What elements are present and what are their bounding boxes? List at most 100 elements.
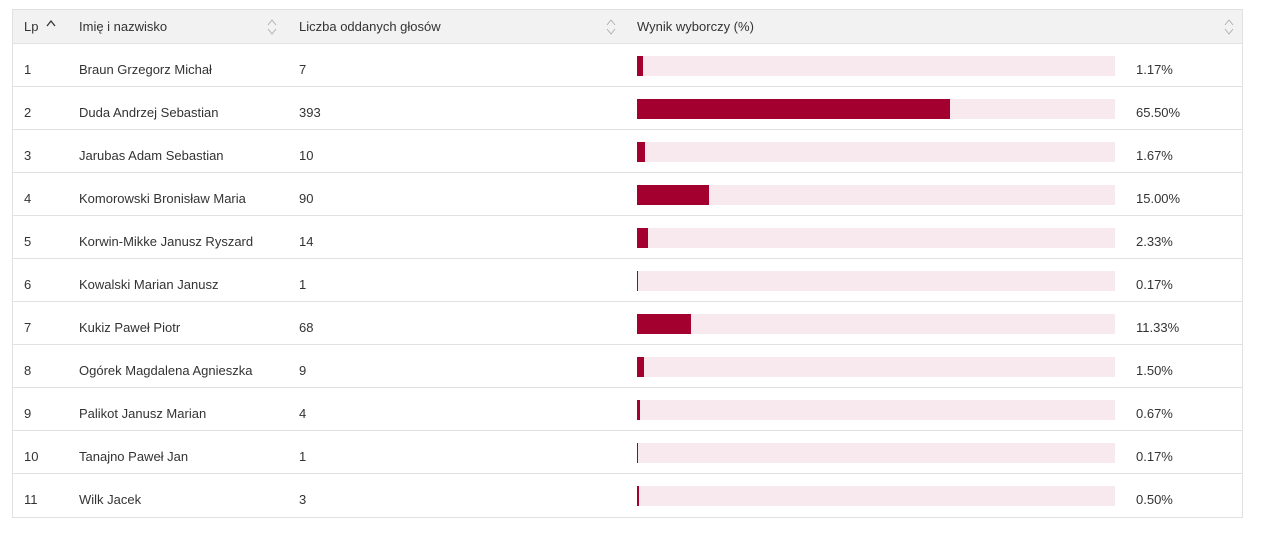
header-votes[interactable]: Liczba oddanych głosów [299, 10, 637, 44]
header-name[interactable]: Imię i nazwisko [79, 10, 299, 44]
result-bar-fill [637, 142, 645, 162]
table-row: 1 Braun Grzegorz Michał 7 1.17% [13, 43, 1242, 87]
cell-result: 11.33% [637, 302, 1242, 345]
result-percentage: 2.33% [1136, 233, 1173, 249]
result-percentage: 0.17% [1136, 448, 1173, 464]
header-lp-label: Lp [24, 19, 39, 34]
chevron-up-icon[interactable] [46, 19, 56, 27]
cell-votes: 393 [299, 104, 321, 120]
cell-votes: 9 [299, 362, 307, 378]
result-percentage: 0.67% [1136, 405, 1173, 421]
cell-candidate-name: Duda Andrzej Sebastian [79, 104, 219, 120]
cell-lp: 7 [24, 319, 32, 335]
cell-lp: 6 [24, 276, 32, 292]
result-bar-fill [637, 271, 638, 291]
cell-candidate-name: Kowalski Marian Janusz [79, 276, 219, 292]
cell-result: 0.17% [637, 259, 1242, 302]
cell-candidate-name: Kukiz Paweł Piotr [79, 319, 181, 335]
result-bar-track [637, 228, 1115, 248]
cell-candidate-name: Komorowski Bronisław Maria [79, 190, 246, 206]
result-bar-track [637, 314, 1115, 334]
cell-result: 2.33% [637, 216, 1242, 259]
result-bar-fill [637, 314, 691, 334]
result-bar-track [637, 99, 1115, 119]
result-percentage: 0.50% [1136, 491, 1173, 507]
result-bar-track [637, 400, 1115, 420]
result-bar-track [637, 357, 1115, 377]
header-lp[interactable]: Lp [13, 10, 79, 44]
cell-lp: 11 [24, 491, 38, 507]
cell-result: 0.50% [637, 474, 1242, 517]
cell-result: 1.17% [637, 44, 1242, 87]
cell-votes: 68 [299, 319, 314, 335]
cell-result: 15.00% [637, 173, 1242, 216]
cell-candidate-name: Wilk Jacek [79, 491, 142, 507]
header-result-label: Wynik wyborczy (%) [637, 19, 754, 34]
cell-lp: 4 [24, 190, 32, 206]
cell-result: 1.67% [637, 130, 1242, 173]
cell-votes: 90 [299, 190, 314, 206]
result-bar-fill [637, 185, 709, 205]
result-percentage: 1.67% [1136, 147, 1173, 163]
header-votes-label: Liczba oddanych głosów [299, 19, 441, 34]
cell-candidate-name: Tanajno Paweł Jan [79, 448, 189, 464]
cell-candidate-name: Palikot Janusz Marian [79, 405, 207, 421]
table-row: 5 Korwin-Mikke Janusz Ryszard 14 2.33% [13, 215, 1242, 259]
results-table: Lp Imię i nazwisko [13, 10, 1242, 517]
result-bar-track [637, 56, 1115, 76]
result-bar-fill [637, 443, 638, 463]
table-row: 6 Kowalski Marian Janusz 1 0.17% [13, 258, 1242, 302]
results-table-container: Lp Imię i nazwisko [12, 9, 1243, 518]
cell-candidate-name: Jarubas Adam Sebastian [79, 147, 224, 163]
cell-lp: 8 [24, 362, 32, 378]
header-name-label: Imię i nazwisko [79, 19, 168, 34]
table-header-row: Lp Imię i nazwisko [13, 10, 1242, 44]
cell-result: 0.17% [637, 431, 1242, 474]
result-bar-track [637, 185, 1115, 205]
result-percentage: 65.50% [1136, 104, 1181, 120]
result-bar-fill [637, 56, 643, 76]
sort-icon[interactable] [267, 18, 277, 36]
result-percentage: 1.17% [1136, 61, 1173, 77]
cell-result: 0.67% [637, 388, 1242, 431]
table-row: 3 Jarubas Adam Sebastian 10 1.67% [13, 129, 1242, 173]
cell-lp: 1 [24, 61, 32, 77]
cell-lp: 9 [24, 405, 32, 421]
result-bar-fill [637, 357, 644, 377]
table-row: 7 Kukiz Paweł Piotr 68 11.33% [13, 301, 1242, 345]
sort-icon[interactable] [606, 18, 616, 36]
cell-votes: 4 [299, 405, 307, 421]
table-row: 10 Tanajno Paweł Jan 1 0.17% [13, 430, 1242, 474]
result-bar-track [637, 271, 1115, 291]
table-row: 8 Ogórek Magdalena Agnieszka 9 1.50% [13, 344, 1242, 388]
cell-votes: 14 [299, 233, 314, 249]
table-row: 11 Wilk Jacek 3 0.50% [13, 473, 1242, 517]
header-result[interactable]: Wynik wyborczy (%) [637, 10, 1242, 44]
result-percentage: 11.33% [1136, 319, 1180, 335]
result-bar-fill [637, 400, 640, 420]
result-bar-track [637, 142, 1115, 162]
table-row: 9 Palikot Janusz Marian 4 0.67% [13, 387, 1242, 431]
cell-votes: 10 [299, 147, 314, 163]
cell-candidate-name: Korwin-Mikke Janusz Ryszard [79, 233, 254, 249]
cell-result: 65.50% [637, 87, 1242, 130]
cell-votes: 1 [299, 276, 307, 292]
cell-lp: 2 [24, 104, 32, 120]
result-bar-fill [637, 99, 950, 119]
table-body: 1 Braun Grzegorz Michał 7 1.17% 2 Duda Andrze… [13, 43, 1242, 517]
cell-lp: 10 [24, 448, 39, 464]
cell-candidate-name: Braun Grzegorz Michał [79, 61, 212, 77]
table-row: 4 Komorowski Bronisław Maria 90 15.00% [13, 172, 1242, 216]
result-bar-fill [637, 486, 639, 507]
result-percentage: 15.00% [1136, 190, 1181, 206]
cell-votes: 7 [299, 61, 307, 77]
cell-votes: 3 [299, 491, 307, 507]
cell-lp: 5 [24, 233, 32, 249]
cell-candidate-name: Ogórek Magdalena Agnieszka [79, 362, 253, 378]
result-bar-fill [637, 228, 648, 248]
result-percentage: 0.17% [1136, 276, 1173, 292]
result-bar-track [637, 443, 1115, 463]
cell-result: 1.50% [637, 345, 1242, 388]
table-row: 2 Duda Andrzej Sebastian 393 65.50% [13, 86, 1242, 130]
sort-icon[interactable] [1224, 18, 1234, 36]
